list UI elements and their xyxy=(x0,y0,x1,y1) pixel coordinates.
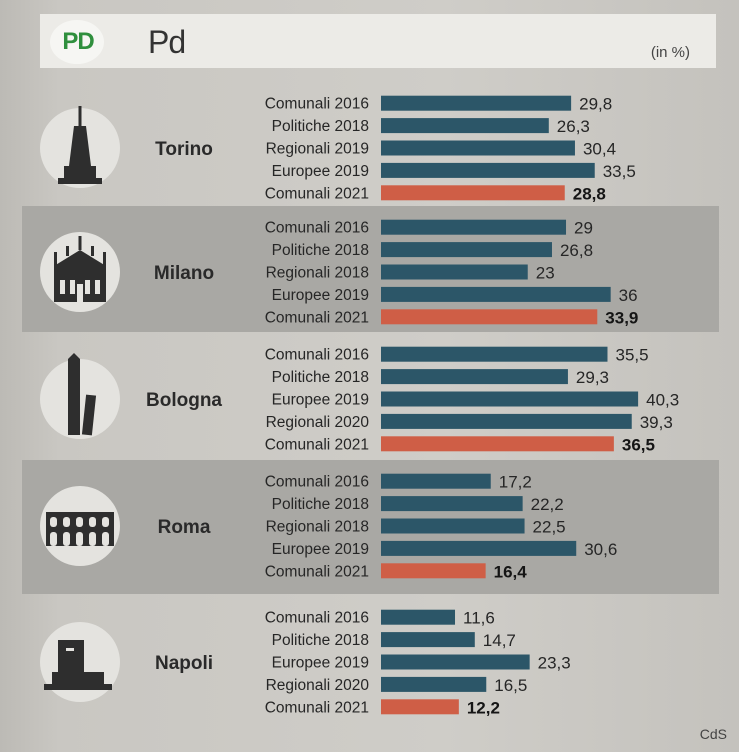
value-label: 16,5 xyxy=(494,676,527,695)
category-label: Comunali 2021 xyxy=(265,436,369,453)
category-label: Europee 2019 xyxy=(272,541,369,558)
category-label: Politiche 2018 xyxy=(272,242,369,259)
colosseum-icon xyxy=(46,512,114,546)
bar-latest xyxy=(381,563,486,579)
category-label: Comunali 2021 xyxy=(265,563,369,580)
bar xyxy=(381,242,552,258)
bar xyxy=(381,219,567,235)
category-label: Europee 2019 xyxy=(272,163,369,180)
city-label-bologna: Bologna xyxy=(146,390,222,411)
bar xyxy=(381,369,568,385)
band-milano xyxy=(22,206,719,332)
pd-logo-text: PD xyxy=(62,28,94,55)
bar xyxy=(381,496,523,512)
value-label: 30,6 xyxy=(584,540,617,559)
category-label: Comunali 2016 xyxy=(265,347,369,364)
bar-latest xyxy=(381,699,459,715)
value-label: 33,5 xyxy=(603,162,636,181)
category-label: Regionali 2018 xyxy=(266,265,369,282)
value-label: 36 xyxy=(619,286,638,305)
value-label: 26,8 xyxy=(560,241,593,260)
category-label: Europee 2019 xyxy=(272,655,369,672)
bar xyxy=(381,162,595,178)
bar xyxy=(381,518,525,534)
bar-latest xyxy=(381,309,598,325)
value-label: 30,4 xyxy=(583,140,616,159)
value-label: 26,3 xyxy=(557,117,590,136)
header-bar: PD Pd (in %) xyxy=(40,14,716,68)
pd-logo: PD xyxy=(50,20,104,64)
value-label: 39,3 xyxy=(640,413,673,432)
category-label: Regionali 2020 xyxy=(266,414,370,431)
duomo-icon xyxy=(54,236,106,302)
category-label: Regionali 2019 xyxy=(266,141,369,158)
value-label: 35,5 xyxy=(615,346,648,365)
city-label-roma: Roma xyxy=(158,517,211,538)
category-label: Regionali 2018 xyxy=(266,519,369,536)
value-label: 40,3 xyxy=(646,391,679,410)
value-label: 14,7 xyxy=(483,631,516,650)
category-label: Politiche 2018 xyxy=(272,632,369,649)
value-label: 33,9 xyxy=(605,308,638,327)
bar xyxy=(381,118,549,134)
bar xyxy=(381,95,572,111)
mole-antonelliana-icon xyxy=(58,106,102,184)
category-label: Regionali 2020 xyxy=(266,677,370,694)
category-label: Comunali 2016 xyxy=(265,96,369,113)
bar xyxy=(381,540,577,556)
city-label-milano: Milano xyxy=(154,263,214,284)
bar xyxy=(381,286,611,302)
credit-label: CdS xyxy=(699,726,727,742)
bar xyxy=(381,413,632,429)
bar xyxy=(381,346,608,362)
bar xyxy=(381,264,528,280)
bar xyxy=(381,676,487,692)
two-towers-icon xyxy=(68,353,97,436)
value-label: 22,2 xyxy=(531,495,564,514)
maschio-angioino-icon xyxy=(44,640,112,690)
category-label: Politiche 2018 xyxy=(272,496,369,513)
value-label: 22,5 xyxy=(533,518,566,537)
category-label: Comunali 2021 xyxy=(265,185,369,202)
category-label: Comunali 2021 xyxy=(265,699,369,716)
category-label: Comunali 2016 xyxy=(265,220,369,237)
value-label: 23,3 xyxy=(538,654,571,673)
category-label: Europee 2019 xyxy=(272,392,369,409)
bar xyxy=(381,473,491,489)
city-label-torino: Torino xyxy=(155,139,213,160)
bar xyxy=(381,140,575,156)
category-label: Politiche 2018 xyxy=(272,118,369,135)
chart-title: Pd xyxy=(148,24,186,60)
value-label: 11,6 xyxy=(463,609,495,628)
bar-latest xyxy=(381,436,614,452)
bar xyxy=(381,654,530,670)
value-label: 29,8 xyxy=(579,95,612,114)
city-label-napoli: Napoli xyxy=(155,653,213,674)
value-label: 23 xyxy=(536,264,555,283)
category-label: Comunali 2016 xyxy=(265,610,369,627)
unit-label: (in %) xyxy=(650,44,690,61)
value-label: 12,2 xyxy=(467,698,500,717)
band-roma xyxy=(22,460,719,594)
value-label: 29 xyxy=(574,219,593,238)
value-label: 16,4 xyxy=(494,562,528,581)
bar xyxy=(381,391,639,407)
category-label: Politiche 2018 xyxy=(272,369,369,386)
category-label: Comunali 2021 xyxy=(265,309,369,326)
bar xyxy=(381,609,456,625)
value-label: 29,3 xyxy=(576,368,609,387)
value-label: 28,8 xyxy=(573,184,606,203)
value-label: 17,2 xyxy=(499,473,532,492)
bar-latest xyxy=(381,185,565,201)
category-label: Europee 2019 xyxy=(272,287,369,304)
value-label: 36,5 xyxy=(622,435,655,454)
category-label: Comunali 2016 xyxy=(265,474,369,491)
bar xyxy=(381,632,475,648)
